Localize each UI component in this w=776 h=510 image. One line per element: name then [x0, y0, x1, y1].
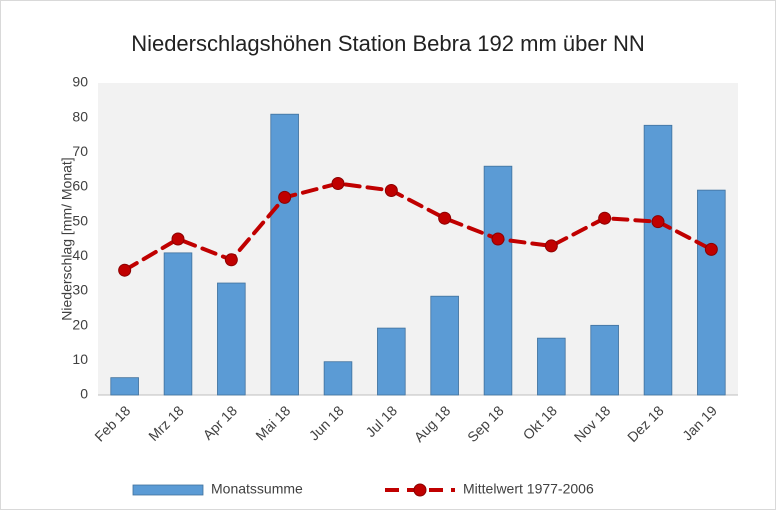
line-marker [384, 183, 398, 197]
legend-swatch [132, 484, 204, 496]
legend-label: Monatssumme [211, 481, 303, 497]
y-tick-label: 10 [72, 351, 88, 367]
line-marker [544, 239, 558, 253]
bar [483, 165, 513, 396]
y-tick-label: 40 [72, 247, 88, 263]
y-tick-label: 60 [72, 178, 88, 194]
bar [430, 295, 459, 396]
y-tick-label: 0 [80, 386, 88, 402]
y-tick-label: 20 [72, 316, 88, 332]
y-tick-label: 30 [72, 282, 88, 298]
line-marker [171, 232, 185, 246]
line-marker [491, 232, 505, 246]
y-axis-label: Niederschlag [mm/ Monat] [59, 157, 75, 320]
y-tick-label: 50 [72, 212, 88, 228]
line-marker [438, 211, 452, 225]
bar [377, 327, 406, 396]
bar [643, 124, 673, 396]
plot-area [98, 83, 738, 395]
bar [537, 337, 566, 396]
legend-label: Mittelwert 1977-2006 [463, 481, 594, 497]
line-marker [118, 263, 132, 277]
bar [323, 361, 353, 396]
bar [697, 189, 726, 396]
line-marker [651, 215, 665, 229]
bar [270, 113, 299, 396]
line-marker [331, 177, 345, 191]
bar [110, 377, 139, 396]
line-marker [278, 190, 292, 204]
bar [217, 282, 246, 396]
legend-marker [413, 483, 427, 497]
y-tick-label: 80 [72, 108, 88, 124]
line-marker [598, 211, 612, 225]
bar [163, 252, 193, 396]
y-tick-label: 90 [72, 74, 88, 90]
line-marker [704, 242, 718, 256]
chart-title: Niederschlagshöhen Station Bebra 192 mm … [131, 31, 645, 56]
line-marker [224, 253, 238, 267]
line [122, 181, 714, 273]
y-tick-label: 70 [72, 143, 88, 159]
bar [590, 324, 619, 396]
